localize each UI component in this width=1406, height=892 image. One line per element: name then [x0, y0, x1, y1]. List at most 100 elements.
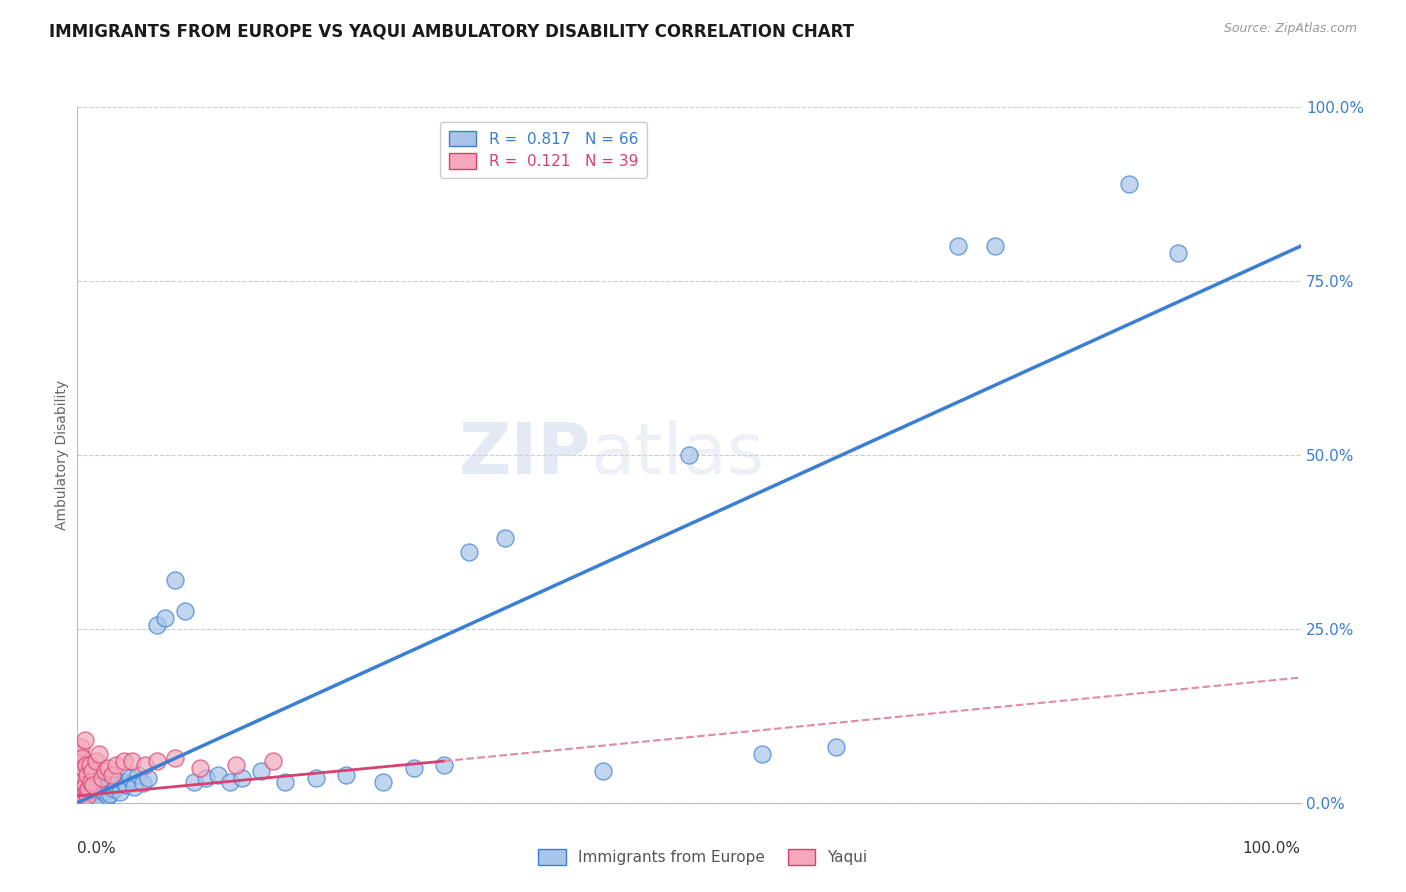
Point: [90, 772, 112, 786]
Point: [122, 780, 145, 795]
Point: [183, 775, 205, 789]
Point: [103, 781, 125, 796]
Legend: Immigrants from Europe, Yaqui: Immigrants from Europe, Yaqui: [533, 843, 873, 871]
Point: [433, 757, 456, 772]
Point: [134, 757, 156, 772]
Point: [89, 793, 111, 807]
Point: [76, 791, 98, 805]
Point: [70, 793, 93, 807]
Point: [402, 761, 425, 775]
Point: [751, 747, 773, 761]
Point: [1118, 177, 1140, 191]
Point: [73, 783, 96, 797]
Text: IMMIGRANTS FROM EUROPE VS YAQUI AMBULATORY DISABILITY CORRELATION CHART: IMMIGRANTS FROM EUROPE VS YAQUI AMBULATO…: [49, 22, 855, 40]
Point: [136, 772, 159, 786]
Point: [112, 775, 135, 789]
Point: [69, 747, 91, 761]
Point: [69, 790, 91, 805]
Point: [73, 792, 96, 806]
Point: [72, 789, 94, 803]
Point: [70, 785, 93, 799]
Point: [250, 764, 273, 779]
Legend: R =  0.817   N = 66, R =  0.121   N = 39: R = 0.817 N = 66, R = 0.121 N = 39: [440, 121, 647, 178]
Point: [82, 778, 104, 792]
Point: [155, 611, 177, 625]
Point: [112, 754, 135, 768]
Point: [146, 754, 169, 768]
Point: [73, 733, 96, 747]
Point: [146, 618, 169, 632]
Point: [70, 750, 93, 764]
Point: [457, 545, 479, 559]
Point: [67, 754, 90, 768]
Point: [80, 764, 103, 779]
Point: [75, 785, 97, 799]
Point: [108, 785, 131, 799]
Point: [121, 754, 143, 768]
Point: [67, 778, 90, 792]
Point: [79, 778, 101, 792]
Y-axis label: Ambulatory Disability: Ambulatory Disability: [55, 380, 69, 530]
Point: [165, 573, 187, 587]
Point: [132, 776, 155, 790]
Point: [89, 747, 111, 761]
Point: [96, 780, 118, 795]
Point: [70, 788, 93, 802]
Point: [80, 775, 103, 789]
Point: [70, 740, 93, 755]
Point: [86, 790, 108, 805]
Point: [80, 785, 103, 799]
Point: [207, 768, 229, 782]
Point: [824, 740, 846, 755]
Point: [76, 785, 98, 799]
Point: [174, 605, 197, 619]
Point: [335, 768, 357, 782]
Point: [231, 772, 253, 786]
Point: [97, 789, 120, 803]
Point: [188, 761, 211, 775]
Point: [77, 781, 100, 796]
Point: [225, 757, 247, 772]
Point: [75, 780, 97, 795]
Point: [678, 448, 700, 462]
Point: [80, 790, 103, 805]
Point: [984, 239, 1007, 253]
Point: [76, 789, 98, 803]
Point: [262, 754, 284, 768]
Point: [70, 785, 93, 799]
Point: [70, 794, 93, 808]
Point: [76, 768, 98, 782]
Point: [67, 785, 90, 799]
Point: [75, 793, 97, 807]
Point: [495, 532, 517, 546]
Point: [75, 757, 97, 772]
Point: [69, 789, 91, 803]
Point: [84, 754, 107, 768]
Point: [87, 783, 110, 797]
Point: [72, 761, 94, 775]
Point: [84, 775, 107, 789]
Point: [72, 791, 94, 805]
Point: [165, 750, 187, 764]
Point: [93, 785, 115, 799]
Point: [94, 764, 117, 779]
Point: [118, 772, 141, 786]
Text: atlas: atlas: [591, 420, 765, 490]
Point: [69, 775, 91, 789]
Point: [194, 772, 217, 786]
Text: ZIP: ZIP: [458, 420, 591, 490]
Point: [77, 794, 100, 808]
Point: [79, 757, 101, 772]
Point: [73, 778, 96, 792]
Text: 0.0%: 0.0%: [77, 841, 117, 856]
Point: [371, 775, 394, 789]
Point: [82, 792, 104, 806]
Point: [274, 775, 297, 789]
Point: [592, 764, 614, 779]
Point: [70, 768, 93, 782]
Point: [90, 781, 112, 796]
Point: [946, 239, 969, 253]
Point: [98, 788, 121, 802]
Point: [105, 778, 128, 792]
Point: [100, 768, 122, 782]
